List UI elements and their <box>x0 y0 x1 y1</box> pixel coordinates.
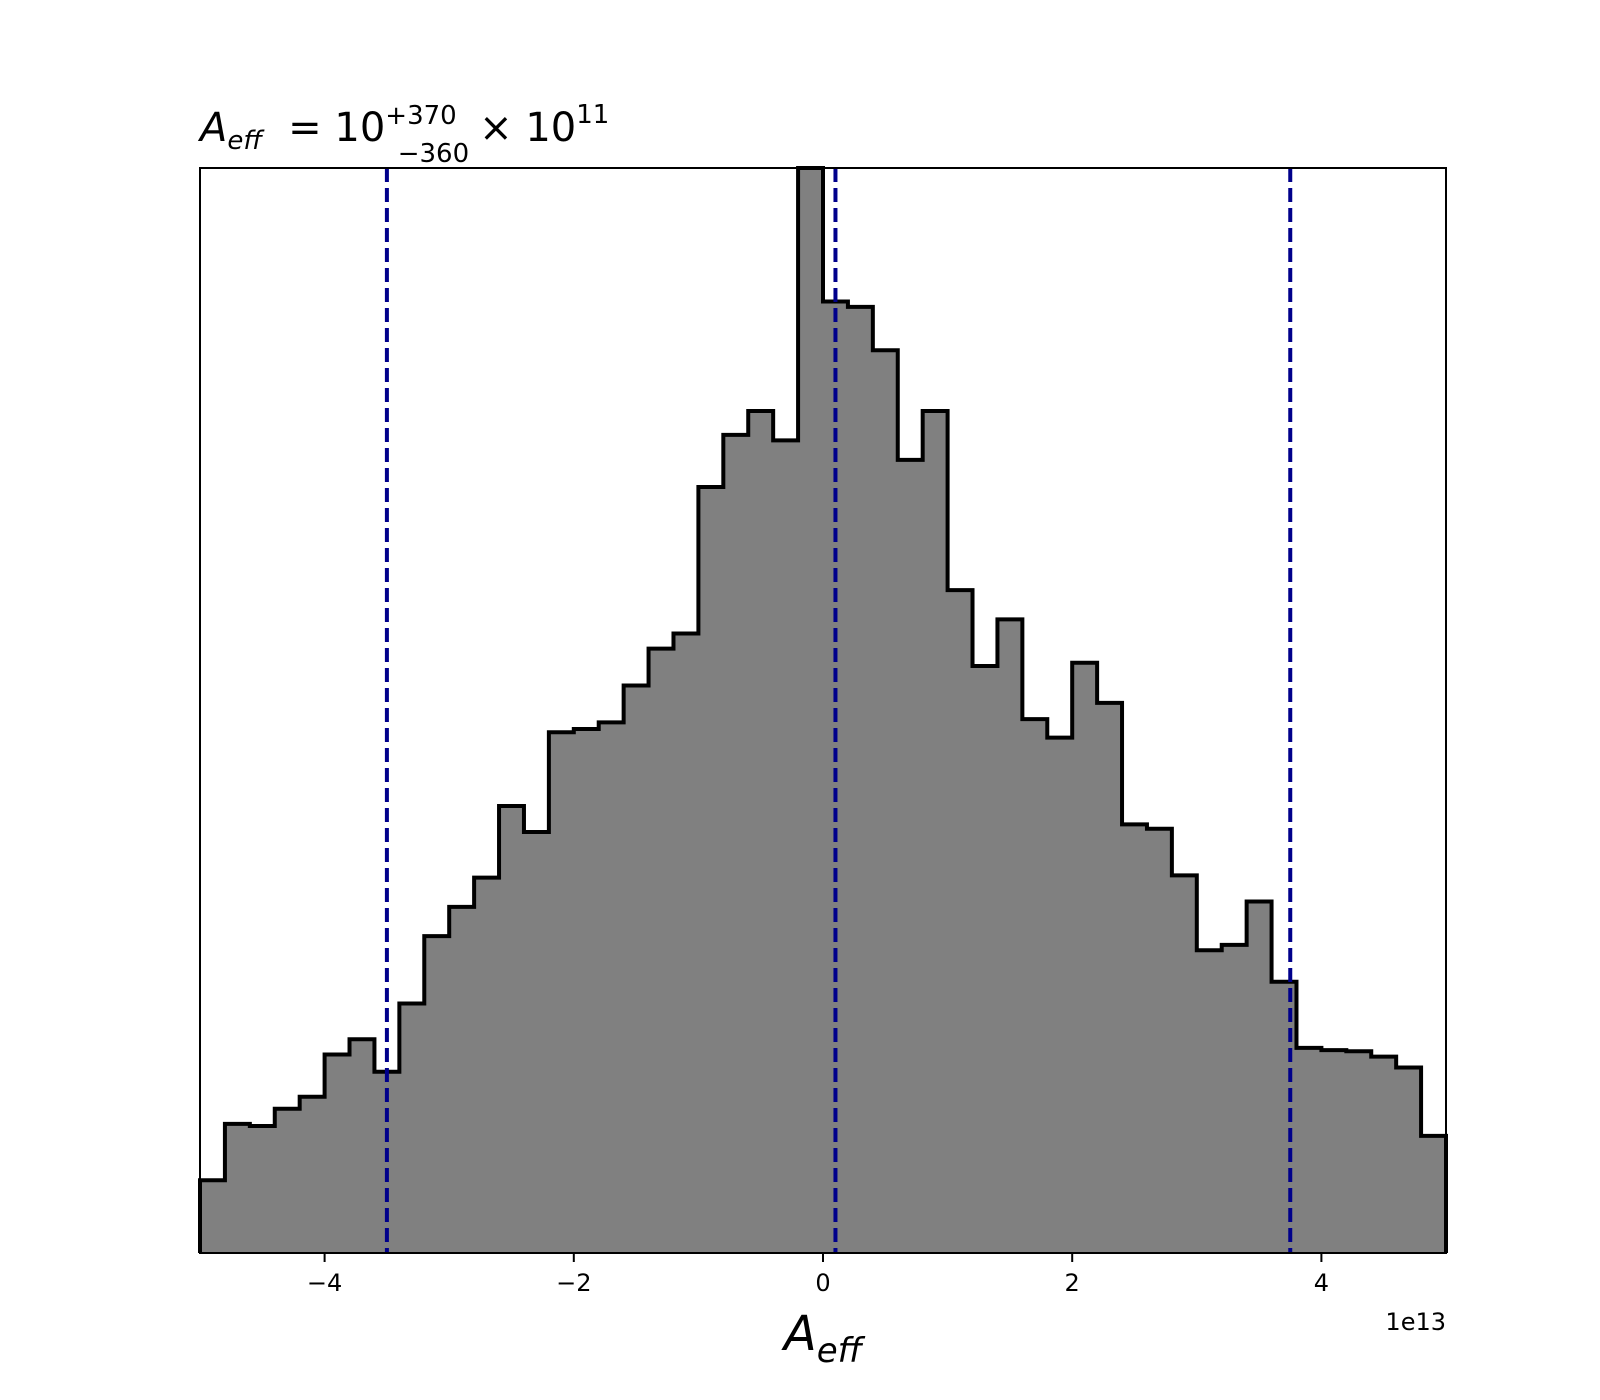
histogram-bar <box>897 459 924 1253</box>
histogram-bar <box>1097 702 1123 1253</box>
histogram-bar <box>200 1180 226 1253</box>
histogram-bar <box>648 648 675 1253</box>
histogram-bar <box>1271 981 1298 1253</box>
histogram-bar <box>1321 1050 1347 1253</box>
histogram-bar <box>324 1054 351 1253</box>
histogram-bar <box>349 1039 376 1253</box>
histogram-bar <box>449 906 475 1253</box>
histogram-bar <box>1022 719 1048 1253</box>
histogram-bar <box>1122 824 1148 1253</box>
histogram-bar <box>1146 828 1173 1253</box>
histogram-bar <box>399 1003 425 1253</box>
xlabel-sub: eff <box>817 1331 866 1371</box>
histogram-outline <box>198 166 1448 1253</box>
histogram-bar <box>573 728 600 1253</box>
histogram-bars <box>200 168 1447 1254</box>
histogram-bar <box>997 619 1023 1253</box>
histogram-bar <box>972 666 999 1253</box>
histogram-bar <box>947 590 974 1253</box>
title-symbol: A <box>197 105 227 151</box>
histogram-bar <box>1296 1047 1322 1253</box>
histogram-bar <box>1246 901 1273 1253</box>
histogram-bar <box>1072 662 1098 1253</box>
histogram-bar <box>698 486 724 1253</box>
histogram-bar <box>748 411 774 1253</box>
histogram-bar <box>673 633 699 1253</box>
histogram-bar <box>1396 1067 1422 1253</box>
xlabel-symbol: A <box>781 1306 817 1362</box>
histogram-bar <box>1047 737 1073 1253</box>
title-subscript: −360 <box>398 139 469 169</box>
x-tick-label: 4 <box>1314 1269 1329 1297</box>
histogram-bar <box>224 1123 251 1253</box>
histogram-bar <box>299 1096 326 1253</box>
histogram-bar <box>1346 1051 1372 1253</box>
chart-title: Aeff = 10+370 −360 × 1011 <box>197 100 609 169</box>
title-exponent: 11 <box>576 100 609 130</box>
histogram-bar <box>847 306 874 1253</box>
x-tick-label: −2 <box>556 1269 591 1297</box>
x-axis-ticks: −4 −2 0 2 4 <box>307 1253 1329 1297</box>
x-tick-label: 0 <box>815 1269 830 1297</box>
x-tick-label: −4 <box>307 1269 342 1297</box>
x-axis-label: Aeff <box>781 1306 866 1371</box>
histogram-bar <box>548 732 575 1253</box>
histogram-bar <box>249 1126 276 1253</box>
histogram-bar <box>1221 944 1248 1253</box>
title-equals: = 10 <box>288 105 385 151</box>
histogram-bar <box>798 168 824 1253</box>
histogram-bar <box>598 722 625 1253</box>
title-symbol-sub: eff <box>227 126 265 156</box>
histogram-bar <box>922 411 949 1253</box>
title-superscript: +370 <box>385 101 456 131</box>
interval-lines <box>384 168 1293 1253</box>
histogram-bar <box>424 936 450 1253</box>
histogram-bar <box>1171 875 1198 1253</box>
histogram-bar <box>474 877 500 1253</box>
histogram-bar <box>723 434 749 1253</box>
title-times: × 10 <box>479 105 576 151</box>
histogram-bar <box>1421 1135 1447 1253</box>
histogram-bar <box>773 440 799 1254</box>
histogram-bar <box>523 832 550 1253</box>
histogram-bar <box>872 350 899 1253</box>
x-tick-label: 2 <box>1065 1269 1080 1297</box>
histogram-bar <box>1371 1056 1397 1253</box>
histogram-bar <box>274 1108 301 1253</box>
histogram-bar <box>499 805 525 1253</box>
histogram-bar <box>374 1071 400 1253</box>
x-offset-label: 1e13 <box>1385 1308 1446 1336</box>
histogram-bar <box>1196 950 1223 1253</box>
histogram-bar <box>623 685 650 1253</box>
